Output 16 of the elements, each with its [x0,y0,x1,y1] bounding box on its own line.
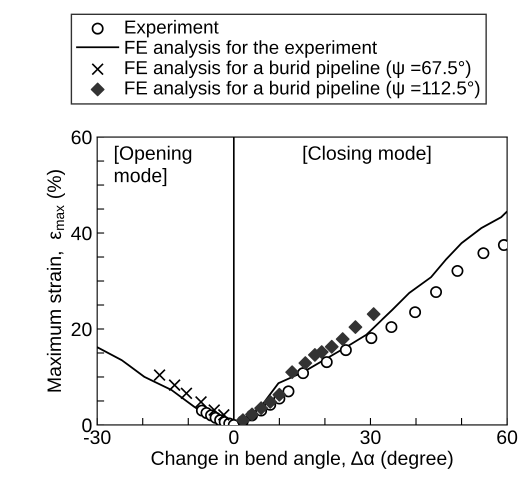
x-tick-label: 30 [360,430,381,444]
x-tick-label: -30 [84,430,110,444]
annotation: [Closing mode] [304,146,430,164]
legend-label: Experiment [125,20,219,38]
x-tick-label: 60 [497,430,518,444]
legend-label: FE analysis for a burid pipeline (ψ =112.5°) [125,80,480,98]
x-tick-label: 0 [229,430,238,444]
y-tick-label: 40 [71,226,92,240]
y-tick-label: 60 [72,130,92,144]
y-tick-label: 0 [82,418,92,432]
legend-label: FE analysis for a burid pipeline (ψ =67.5°) [125,60,470,78]
annotation: [Opening mode] [114,146,192,186]
y-axis-title: Maximum strain, ε$_{max}$ (%) [46,170,65,392]
x-axis-title: Change in bend angle, Δα (degree) [152,450,453,469]
legend-label: FE analysis for the experiment [125,40,377,58]
y-tick-label: 20 [72,322,92,336]
